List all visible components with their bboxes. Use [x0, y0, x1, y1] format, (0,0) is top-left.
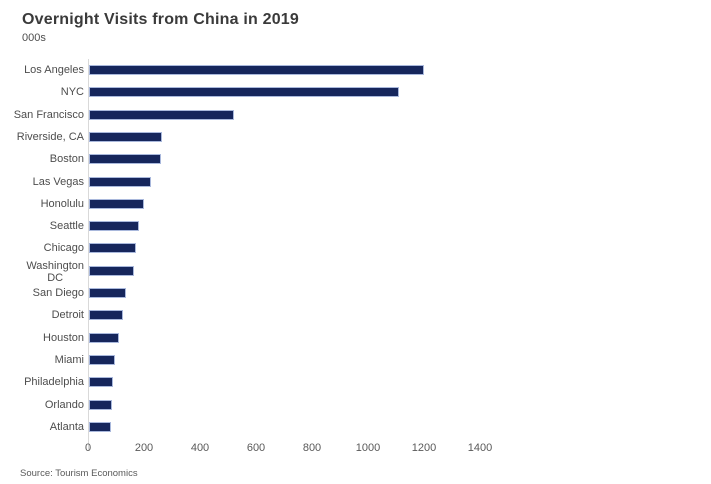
category-label: San Francisco [6, 109, 84, 121]
category-label: Las Vegas [6, 176, 84, 188]
x-tick-label: 600 [246, 442, 266, 454]
bar-row: Riverside, CA [17, 126, 648, 148]
bar-row: San Diego [33, 282, 648, 304]
x-tick-label: 1200 [411, 442, 437, 454]
category-label-text: Orlando [44, 398, 84, 411]
category-label: Seattle [6, 220, 84, 232]
category-label: Philadelphia [6, 376, 84, 388]
category-label: Atlanta [6, 421, 84, 433]
category-label: San Diego [6, 287, 84, 299]
bar [89, 310, 124, 321]
category-label: Boston [6, 153, 84, 165]
bar [89, 87, 399, 98]
category-label-text: Honolulu [40, 197, 84, 210]
bar [89, 154, 161, 165]
category-label: Honolulu [6, 198, 84, 210]
bar [89, 265, 135, 276]
category-label-text: Philadelphia [24, 376, 84, 389]
bar [89, 131, 163, 142]
bar [89, 65, 425, 75]
y-axis-line [88, 59, 89, 450]
bar-row: Boston [50, 148, 648, 170]
bar-row: Las Vegas [33, 171, 648, 193]
x-tick-label: 0 [84, 442, 92, 454]
bar-row: Detroit [52, 304, 648, 326]
bar [89, 109, 234, 120]
bar-row: Miami [55, 349, 648, 371]
category-label: Orlando [6, 399, 84, 411]
bar [89, 399, 112, 410]
bar-row: Atlanta [50, 416, 648, 438]
category-label-text: Detroit [51, 309, 84, 322]
category-label-text: Riverside, CA [16, 130, 84, 143]
source-note: Source: Tourism Economics [20, 468, 138, 479]
bar-row: Philadelphia [24, 371, 648, 393]
category-label-text: San Diego [32, 287, 84, 299]
category-label-text: Chicago [43, 242, 84, 255]
category-label: Los Angeles [6, 64, 84, 76]
bar-row: NYC [61, 81, 648, 103]
category-label: Washington DC [6, 260, 84, 284]
category-label-text: Las Vegas [32, 175, 84, 188]
bar-row: Honolulu [41, 193, 648, 215]
plot-area: Los Angeles NYC San Francisco Riverside, CA… [14, 59, 648, 454]
x-tick-label: 400 [190, 442, 210, 454]
bar-row: Chicago [44, 237, 648, 259]
bar [89, 176, 152, 187]
bar [89, 198, 145, 209]
bar-row: Orlando [45, 394, 648, 416]
bar [89, 288, 126, 298]
x-tick-label: 200 [134, 442, 154, 454]
category-label: Houston [6, 332, 84, 344]
category-label-text: Washington DC [26, 259, 84, 284]
bar-row: San Francisco [14, 104, 648, 126]
bar [89, 221, 139, 232]
category-label-text: Miami [54, 353, 84, 366]
bar [89, 332, 119, 343]
bar-row: Houston [43, 327, 648, 349]
category-label: Chicago [6, 242, 84, 254]
category-label: Riverside, CA [6, 131, 84, 143]
bar-row: Washington DC [26, 260, 648, 284]
category-label-text: Boston [49, 153, 84, 166]
chart-subtitle: 000s [22, 32, 46, 44]
category-label-text: San Francisco [13, 108, 84, 121]
x-tick-label: 1000 [355, 442, 381, 454]
category-label-text: Los Angeles [24, 64, 84, 76]
bar-row: Los Angeles [24, 59, 648, 81]
bar [89, 421, 111, 432]
chart-title: Overnight Visits from China in 2019 [22, 11, 299, 28]
category-label: Detroit [6, 309, 84, 321]
bar [89, 243, 136, 254]
bar [89, 377, 114, 388]
category-label-text: Seattle [49, 220, 84, 233]
bar-row: Seattle [50, 215, 648, 237]
bar [89, 354, 115, 365]
category-label: NYC [6, 86, 84, 98]
x-tick-label: 1400 [467, 442, 493, 454]
category-label-text: Houston [43, 331, 84, 344]
category-label-text: NYC [60, 86, 84, 99]
category-label: Miami [6, 354, 84, 366]
x-tick-label: 800 [302, 442, 322, 454]
category-label-text: Atlanta [49, 420, 84, 433]
